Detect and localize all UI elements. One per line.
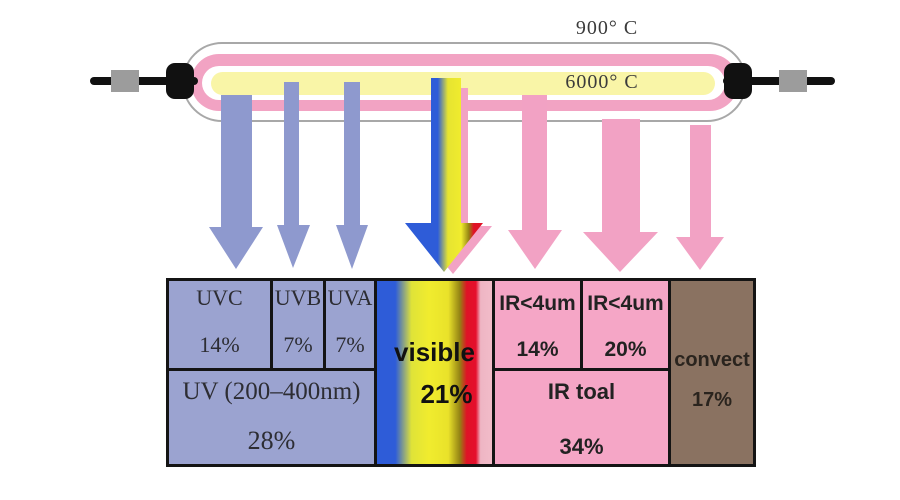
ir-total-label: IR toal [547,379,616,404]
ir-sub-band-row: IR<4um 14% IR<4um 20% [495,281,668,368]
uv-total-label: UV (200–400nm) [182,378,361,405]
uv-sub-band-row: UVC 14% UVB 7% UVA 7% [169,281,374,368]
arc-temperature-label: 6000° C [565,71,639,93]
uvc-label: UVC [196,285,243,310]
uva-label: UVA [327,285,373,310]
ir-short-box: IR<4um 14% [495,281,580,368]
ir-long-box: IR<4um 20% [583,281,668,368]
ir-section: IR<4um 14% IR<4um 20% IR toal 34% [495,281,668,464]
ir-long-value: 20% [604,338,647,361]
visible-value: 21% [420,378,473,409]
uvc-arrow [209,95,263,269]
visible-label: visible [394,336,475,367]
ir-long-label: IR<4um [587,292,664,315]
ir-total-box: IR toal 34% [495,371,668,464]
visible-arrow [405,78,483,272]
energy-distribution-panel: UVC 14% UVB 7% UVA 7% UV (200–400nm) 28%… [166,278,756,467]
convect-value: 17% [691,388,733,411]
ir-arrow-1 [508,95,562,269]
ir-short-label: IR<4um [499,292,576,315]
right-electrode-block [779,70,807,92]
uva-value: 7% [335,332,365,357]
right-electrode [723,63,835,99]
uvb-box: UVB 7% [273,281,323,368]
left-electrode-seal [166,63,194,99]
ir-total-value: 34% [559,434,604,459]
ir-short-value: 14% [516,338,559,361]
convect-arrow [676,125,724,270]
uvb-arrow [277,82,310,268]
uv-total-value: 28% [247,426,296,455]
left-electrode [90,63,198,99]
convect-box: convect 17% [671,281,753,464]
uv-section: UVC 14% UVB 7% UVA 7% UV (200–400nm) 28% [169,281,374,464]
visible-box: visible 21% [377,281,492,464]
uva-box: UVA 7% [326,281,374,368]
uvb-label: UVB [274,285,322,310]
envelope-temperature-label: 900° C [575,17,639,39]
uvb-value: 7% [283,332,313,357]
lamp-tube [182,42,747,122]
right-electrode-seal [724,63,752,99]
uva-arrow [336,82,368,269]
uvc-value: 14% [199,332,240,357]
uv-total-box: UV (200–400nm) 28% [169,371,374,464]
convect-label: convect [674,348,750,371]
plasma-arc-core [211,72,715,95]
ir-arrow-2 [583,119,658,272]
uvc-box: UVC 14% [169,281,270,368]
left-electrode-block [111,70,139,92]
